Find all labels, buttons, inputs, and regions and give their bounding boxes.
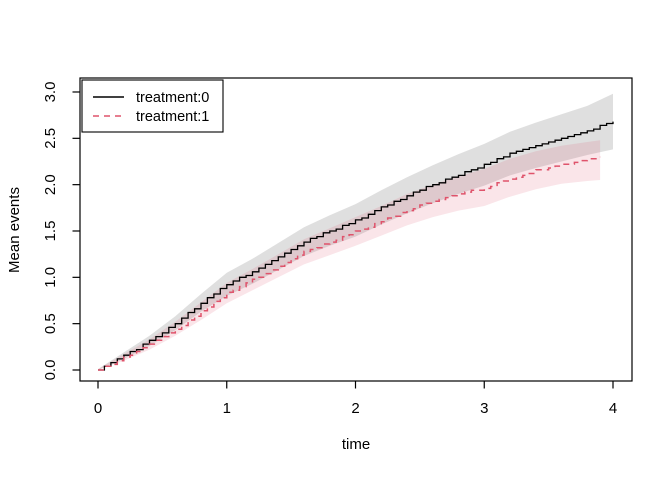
treatment0-mean-line [98, 121, 614, 371]
y-axis-tick-label: 1.0 [42, 267, 59, 288]
y-axis-tick-label: 1.5 [42, 221, 59, 242]
y-axis-tick-label: 0.0 [42, 360, 59, 381]
x-axis-tick-label: 2 [351, 400, 359, 417]
treatment1-confidence-band [98, 140, 601, 370]
legend-label-treatment1: treatment:1 [136, 109, 209, 125]
x-axis-tick-label: 0 [94, 400, 102, 417]
x-axis-title: time [342, 436, 370, 453]
y-axis-tick-label: 2.5 [42, 128, 59, 149]
y-axis: 0.0 0.5 1.0 1.5 2.0 2.5 3.0 [42, 82, 80, 381]
confidence-bands [98, 93, 613, 371]
x-axis: 0 1 2 3 4 [94, 381, 617, 417]
legend: treatment:0 treatment:1 [81, 79, 224, 133]
legend-label-treatment0: treatment:0 [136, 90, 209, 106]
y-axis-title: Mean events [6, 187, 23, 273]
y-axis-tick-label: 2.0 [42, 174, 59, 195]
treatment1-mean-line [98, 156, 601, 371]
y-axis-tick-label: 0.5 [42, 313, 59, 334]
x-axis-tick-label: 1 [223, 400, 231, 417]
x-axis-tick-label: 4 [609, 400, 617, 417]
x-axis-tick-label: 3 [480, 400, 488, 417]
mean-curves [98, 121, 614, 371]
treatment0-confidence-band [98, 93, 613, 371]
legend-box [81, 79, 224, 133]
y-axis-tick-label: 3.0 [42, 82, 59, 103]
